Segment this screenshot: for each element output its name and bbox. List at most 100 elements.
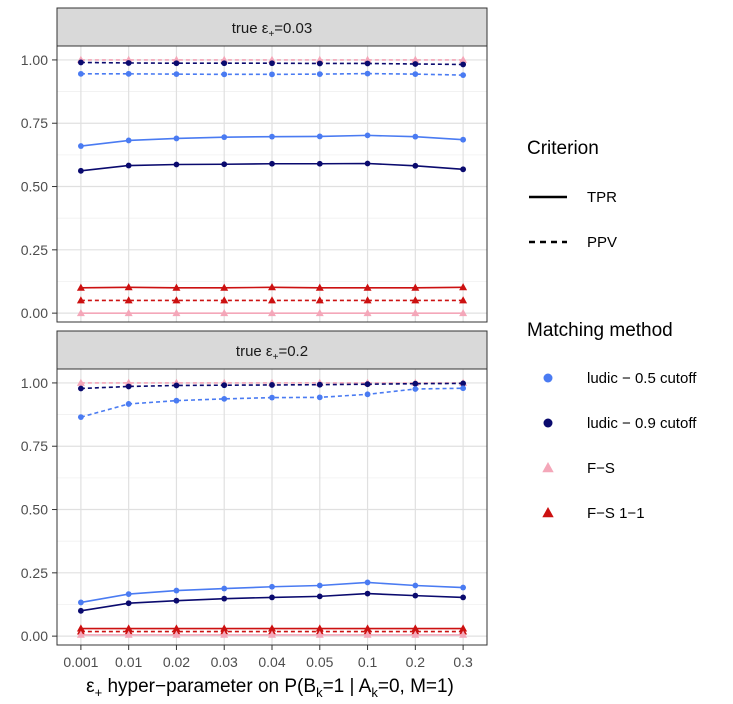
y-tick-label: 1.00 <box>21 52 48 68</box>
data-point-fs11-tpr <box>268 283 276 291</box>
data-point-ludic05-ppv <box>125 70 132 77</box>
data-point-ludic09-ppv <box>125 383 132 390</box>
data-point-ludic09-tpr <box>412 592 419 599</box>
data-point-ludic05-tpr <box>460 584 467 591</box>
data-point-fs-ppv <box>268 55 276 63</box>
data-point-fs-tpr <box>76 630 85 638</box>
data-point-ludic09-tpr <box>221 161 228 168</box>
x-tick-label: 0.3 <box>453 654 473 670</box>
data-point-fs-tpr <box>124 630 133 638</box>
data-point-ludic05-tpr <box>77 599 84 606</box>
data-point-ludic05-ppv <box>173 71 180 78</box>
data-point-fs-tpr <box>411 308 420 317</box>
data-point-fs-ppv <box>363 55 372 63</box>
data-point-ludic05-tpr <box>269 583 275 590</box>
data-point-ludic09-ppv <box>364 381 371 388</box>
data-point-ludic05-ppv <box>221 71 228 78</box>
x-tick-label: 0.05 <box>306 654 333 670</box>
legend: Criterion TPR PPV Matching method ludic − 0.… <box>527 138 697 522</box>
legend-label-ludic09: ludic − 0.9 cutoff <box>587 415 697 432</box>
x-tick-label: 0.02 <box>163 654 190 670</box>
data-point-ludic09-ppv <box>173 382 180 389</box>
data-point-ludic09-ppv <box>221 60 228 67</box>
data-point-ludic05-ppv <box>269 71 275 78</box>
legend-key-fs <box>542 462 554 473</box>
data-point-ludic05-ppv <box>221 395 228 402</box>
data-point-fs-tpr <box>459 308 468 317</box>
data-point-ludic09-ppv <box>77 59 84 66</box>
data-point-ludic09-tpr <box>316 160 323 167</box>
facet-strip-label: true ε+=0.03 <box>232 20 313 40</box>
data-point-ludic05-tpr <box>173 135 180 142</box>
data-point-ludic05-tpr <box>412 582 419 589</box>
data-point-ludic05-tpr <box>221 585 228 592</box>
data-point-ludic09-ppv <box>269 60 275 67</box>
data-point-ludic05-ppv <box>412 71 419 78</box>
data-point-ludic05-tpr <box>125 137 132 144</box>
data-point-fs11-ppv <box>411 296 420 304</box>
data-point-fs-ppv <box>315 55 324 63</box>
data-point-fs-tpr <box>268 630 276 638</box>
data-point-fs-tpr <box>363 308 372 317</box>
data-point-fs-ppv <box>172 55 181 63</box>
facet-strip-label: true ε+=0.2 <box>236 343 308 363</box>
x-tick-label: 0.1 <box>358 654 378 670</box>
data-point-fs-tpr <box>124 308 133 317</box>
data-point-ludic05-tpr <box>364 132 371 139</box>
data-point-ludic05-tpr <box>173 587 180 594</box>
data-point-fs-tpr <box>172 630 181 638</box>
facet-strip <box>56 330 488 370</box>
y-tick-label: 0.25 <box>21 565 48 581</box>
x-axis: 0.001 0.01 0.02 0.03 0.04 0.05 0.1 0.2 0.3 <box>63 645 473 670</box>
data-point-ludic09-ppv <box>221 382 228 389</box>
data-point-ludic05-ppv <box>364 70 371 77</box>
data-point-fs-tpr <box>315 630 324 638</box>
data-point-ludic09-tpr <box>173 597 180 604</box>
data-point-ludic09-tpr <box>125 600 132 607</box>
data-point-ludic05-ppv <box>77 70 84 77</box>
data-point-fs11-ppv <box>220 296 229 304</box>
x-tick-label: 0.03 <box>211 654 238 670</box>
y-tick-label: 0.75 <box>21 115 48 131</box>
panel-border <box>56 45 488 323</box>
legend-criterion-title: Criterion <box>527 138 599 159</box>
data-point-ludic09-tpr <box>77 167 84 174</box>
data-point-fs-tpr <box>220 630 229 638</box>
data-point-ludic09-ppv <box>125 60 132 66</box>
data-point-fs-tpr <box>172 308 181 317</box>
data-point-fs11-ppv <box>76 296 85 304</box>
data-point-ludic05-tpr <box>316 133 323 140</box>
data-point-ludic05-ppv <box>316 394 323 401</box>
data-point-ludic05-tpr <box>460 136 467 143</box>
data-point-fs11-tpr <box>363 283 372 291</box>
data-point-ludic05-ppv <box>173 397 180 404</box>
data-point-ludic09-tpr <box>460 166 467 173</box>
legend-key-fs11 <box>542 507 554 518</box>
data-point-ludic09-tpr <box>125 162 132 169</box>
y-tick-label: 0.00 <box>21 628 48 644</box>
data-point-ludic09-tpr <box>364 160 371 167</box>
data-point-ludic05-ppv <box>77 414 84 421</box>
data-point-ludic05-ppv <box>125 401 132 407</box>
data-point-ludic09-ppv <box>316 60 323 67</box>
data-point-ludic05-tpr <box>316 582 323 589</box>
x-tick-label: 0.04 <box>258 654 285 670</box>
data-point-fs11-ppv <box>124 296 133 304</box>
data-point-ludic05-tpr <box>125 591 132 598</box>
data-point-ludic09-ppv <box>412 61 419 67</box>
legend-label-fs11: F−S 1−1 <box>587 505 645 522</box>
data-point-fs-tpr <box>315 308 324 317</box>
data-point-ludic05-tpr <box>364 579 371 586</box>
legend-label-ludic05: ludic − 0.5 cutoff <box>587 370 697 387</box>
x-tick-label: 0.001 <box>63 654 98 670</box>
legend-method-title: Matching method <box>527 320 673 341</box>
data-point-ludic09-tpr <box>173 161 180 168</box>
data-point-fs11-tpr <box>76 283 85 291</box>
y-tick-label: 1.00 <box>21 375 48 391</box>
data-point-ludic05-ppv <box>412 386 419 392</box>
data-point-fs-ppv <box>76 378 85 386</box>
x-tick-label: 0.2 <box>406 654 426 670</box>
data-point-ludic09-ppv <box>364 60 371 67</box>
